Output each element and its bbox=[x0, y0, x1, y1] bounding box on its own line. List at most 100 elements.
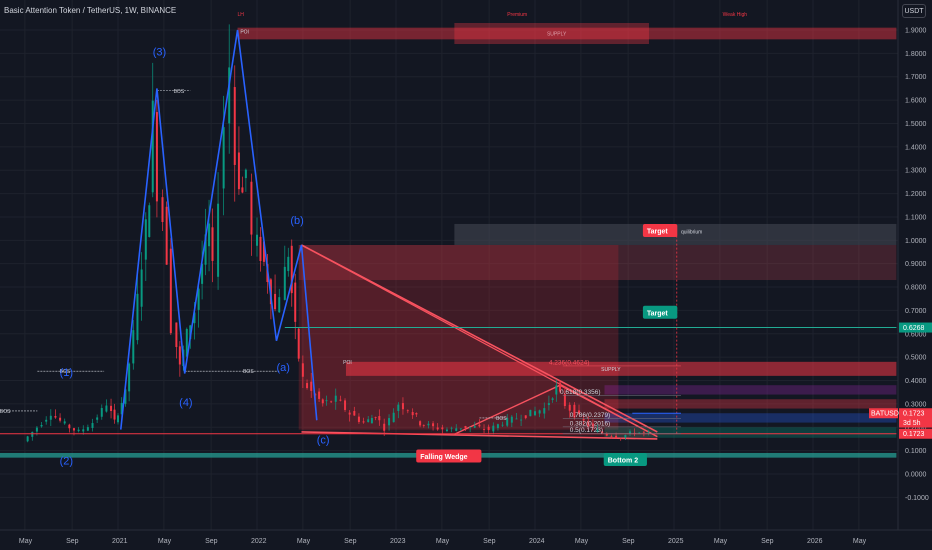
chart-title: Basic Attention Token / TetherUS, 1W, BI… bbox=[4, 6, 176, 15]
candle-body bbox=[638, 432, 641, 434]
candle-body bbox=[524, 415, 527, 419]
candle-body bbox=[256, 234, 258, 246]
zone-label-supply-top: SUPPLY bbox=[547, 32, 567, 38]
candle-body bbox=[318, 391, 321, 399]
candle-body bbox=[72, 428, 75, 431]
candle-body bbox=[496, 424, 499, 429]
annotation-label: POI bbox=[343, 360, 352, 366]
bottom2-badge-text: Bottom 2 bbox=[608, 457, 638, 464]
candle-body bbox=[185, 328, 188, 357]
price-tick-label: 1.1000 bbox=[905, 214, 927, 221]
candle-body bbox=[26, 436, 29, 442]
bos-label: BOS bbox=[60, 369, 71, 375]
candle-body bbox=[197, 288, 200, 310]
price-tick-label: 0.1000 bbox=[905, 448, 927, 455]
price-tick-label: 1.9000 bbox=[905, 28, 927, 35]
candle-body bbox=[459, 428, 462, 430]
candle-body bbox=[591, 423, 594, 428]
zone-band-4 bbox=[604, 427, 897, 438]
candle-body bbox=[301, 363, 304, 377]
price-tick-label: 1.4000 bbox=[905, 144, 927, 151]
price-tick-label: 1.2000 bbox=[905, 191, 927, 198]
price-axis: -0.1000 0.0000 0.1000 0.2000 0.3000 0.4000 0.5… bbox=[897, 0, 929, 530]
price-tick-label: 1.0000 bbox=[905, 238, 927, 245]
badges: Target Target Falling Wedge Bottom 2 bbox=[416, 223, 678, 466]
candle-body bbox=[330, 401, 333, 403]
candle-body bbox=[624, 435, 627, 438]
price-tick-label: 0.6000 bbox=[905, 331, 927, 338]
candle-body bbox=[259, 236, 262, 262]
candle-body bbox=[357, 416, 360, 422]
tag-0.1723-b-text: 0.1723 bbox=[903, 431, 925, 438]
candle-body bbox=[543, 408, 546, 414]
candle-body bbox=[54, 416, 57, 418]
candle-body bbox=[383, 423, 386, 431]
zone-supply-mid bbox=[345, 361, 897, 376]
candle-body bbox=[306, 383, 309, 389]
tag-countdown-text: 3d 5h bbox=[903, 420, 921, 427]
time-tick-label: Sep bbox=[344, 538, 357, 545]
candle-body bbox=[529, 409, 532, 417]
candle-body bbox=[628, 431, 631, 434]
falling-wedge bbox=[301, 244, 658, 440]
time-tick-label: Sep bbox=[483, 538, 496, 545]
candle-body bbox=[140, 269, 143, 307]
price-tick-label: -0.1000 bbox=[905, 495, 929, 502]
wave-label: (c) bbox=[317, 435, 330, 447]
candle-body bbox=[193, 312, 196, 324]
candle-body bbox=[374, 417, 377, 419]
currency-button[interactable]: USDT bbox=[902, 4, 926, 18]
fib-label: 4.236(0.4624) bbox=[549, 359, 589, 366]
candle-body bbox=[59, 417, 62, 421]
candle-body bbox=[563, 393, 566, 407]
time-tick-label: May bbox=[158, 538, 172, 545]
zone-mid-supply bbox=[298, 244, 897, 281]
candle-body bbox=[96, 417, 99, 420]
falling-wedge-badge bbox=[416, 449, 482, 463]
candle-body bbox=[68, 424, 71, 429]
candle-body bbox=[487, 426, 490, 431]
candle-body bbox=[124, 389, 127, 404]
candle-body bbox=[283, 266, 286, 300]
candle-body bbox=[117, 415, 119, 423]
tag-0.1723-b bbox=[899, 428, 932, 439]
elliott-wave: (1) (2) (3) (4) (b) (a) (c) bbox=[60, 29, 330, 468]
candle-body bbox=[136, 293, 139, 341]
candle-body bbox=[538, 410, 541, 414]
candle-body bbox=[455, 428, 458, 431]
zone-supply-top-inner bbox=[454, 22, 649, 45]
candle-body bbox=[217, 203, 220, 277]
candle-body bbox=[77, 429, 80, 432]
price-tick-label: 0.7000 bbox=[905, 308, 927, 315]
price-tick-label: 0.0000 bbox=[905, 472, 927, 479]
bos-label: BOS bbox=[174, 89, 185, 95]
candle-body bbox=[100, 408, 103, 417]
candle-body bbox=[551, 398, 554, 400]
candle-body bbox=[297, 328, 300, 359]
candle-body bbox=[370, 417, 373, 424]
wave-label: (3) bbox=[153, 47, 166, 59]
zone-band-2 bbox=[604, 385, 897, 395]
candle-body bbox=[492, 425, 495, 432]
zone-label-supply-mid: SUPPLY bbox=[601, 367, 621, 373]
candle-body bbox=[348, 412, 351, 415]
fib-label: 0.786(0.2379) bbox=[570, 412, 610, 419]
candle-body bbox=[534, 411, 536, 416]
wedge-lower-line bbox=[301, 431, 658, 440]
candle-body bbox=[619, 437, 622, 439]
target-badge-upper bbox=[642, 223, 678, 237]
price-tick-label: 0.3000 bbox=[905, 401, 927, 408]
candle-body bbox=[501, 424, 504, 426]
candle-body bbox=[132, 330, 135, 364]
wave-line bbox=[119, 29, 318, 430]
candle-body bbox=[478, 424, 481, 427]
candle-body bbox=[555, 385, 558, 395]
candle-body bbox=[222, 127, 225, 189]
annotation-label: Weak High bbox=[723, 12, 748, 18]
annotation-label: quilibrium bbox=[681, 229, 702, 235]
bottom2-badge bbox=[603, 452, 647, 466]
tag-0.1723-a bbox=[899, 408, 932, 419]
